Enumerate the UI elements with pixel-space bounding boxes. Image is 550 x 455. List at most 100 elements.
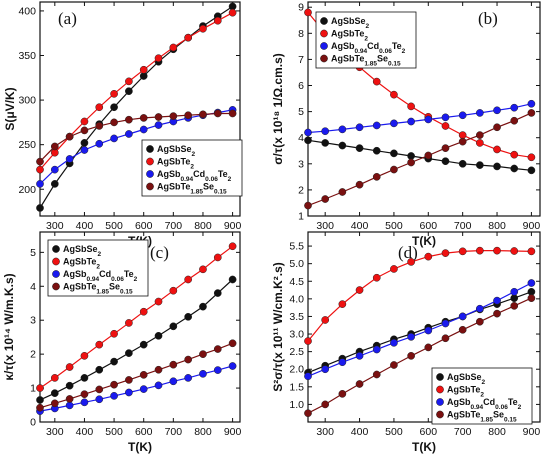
data-point (321, 195, 330, 203)
y-tick-label: 1.0 (289, 399, 304, 411)
legend-box (141, 139, 243, 197)
legend-marker (146, 182, 154, 191)
data-point (372, 273, 381, 282)
x-axis-label: T(K) (128, 440, 152, 454)
x-tick-label: 500 (105, 220, 123, 232)
data-point (139, 340, 148, 349)
series-3 (304, 294, 536, 418)
data-point (355, 286, 364, 294)
series-3 (36, 339, 237, 412)
data-point (355, 144, 364, 152)
data-point (228, 109, 237, 118)
data-point (80, 117, 89, 126)
x-tick-label: 400 (351, 426, 369, 438)
y-tick-label: 5 (298, 106, 304, 118)
data-point (372, 345, 381, 354)
data-point (527, 279, 536, 287)
data-point (228, 339, 237, 348)
data-point (321, 127, 330, 136)
data-point (458, 247, 467, 256)
data-point (139, 370, 148, 379)
x-tick-label: 800 (488, 220, 506, 232)
panel-c: 300 400 500 600 700 800 900 0 1 2 3 4 5 T(K) κ/τ(x 10¹… (2, 231, 242, 454)
data-point (139, 114, 148, 122)
data-point (228, 275, 237, 284)
data-point (95, 385, 104, 394)
data-point (338, 125, 347, 134)
data-point (338, 358, 347, 367)
panel-label: (c) (150, 243, 169, 262)
y-tick-label: 5.0 (289, 258, 304, 270)
y-axis-label: S(μV/K) (3, 87, 17, 130)
data-point (493, 246, 501, 255)
data-point (390, 90, 398, 99)
data-point (304, 8, 312, 17)
x-tick-label: 700 (454, 220, 472, 232)
x-tick-label: 900 (523, 426, 541, 438)
data-point (476, 139, 484, 147)
data-point (125, 319, 133, 327)
legend-marker (146, 170, 154, 178)
y-tick-label: 9 (298, 2, 304, 14)
legend-entry: AgSbTe1.85Se0.15 (447, 410, 517, 424)
data-point (199, 110, 207, 119)
legend-entry: AgSbSe2 (447, 372, 486, 386)
data-point (321, 316, 330, 324)
y-tick-label: 1.5 (289, 381, 304, 393)
data-point (95, 139, 104, 148)
y-tick-label: 5.5 (289, 241, 304, 253)
data-point (510, 247, 519, 255)
data-point (36, 384, 44, 392)
data-point (493, 162, 501, 171)
data-point (390, 338, 398, 347)
data-point (304, 136, 312, 145)
data-point (372, 173, 381, 181)
y-tick-label: 2.5 (289, 346, 304, 358)
data-point (390, 361, 398, 369)
x-tick-label: 400 (351, 220, 369, 232)
data-point (458, 131, 467, 139)
data-point (441, 157, 450, 166)
plot-frame (307, 231, 541, 423)
data-point (493, 145, 501, 154)
data-point (476, 304, 484, 313)
legend-marker (52, 270, 60, 278)
data-point (407, 333, 415, 341)
data-point (527, 166, 536, 175)
data-point (458, 325, 467, 334)
data-point (441, 249, 450, 257)
data-point (228, 362, 237, 370)
y-tick-label: 3.5 (289, 311, 304, 323)
y-tick-label: 7 (298, 54, 304, 66)
series-2 (304, 279, 536, 381)
series-0 (304, 136, 536, 175)
data-point (80, 351, 89, 360)
data-point (390, 265, 398, 273)
data-point (476, 131, 484, 139)
data-point (441, 319, 450, 328)
data-point (424, 151, 433, 160)
plot-frame (307, 1, 541, 217)
data-point (154, 381, 163, 390)
panel-label: (d) (398, 243, 418, 262)
data-point (95, 365, 104, 374)
data-point (407, 258, 415, 266)
data-point (184, 374, 192, 382)
x-tick-label: 500 (385, 220, 403, 232)
data-point (510, 164, 519, 173)
data-point (50, 142, 59, 151)
data-point (110, 103, 118, 112)
y-tick-label: 350 (18, 50, 36, 62)
data-point (154, 54, 163, 63)
data-point (80, 126, 89, 135)
data-point (441, 122, 450, 130)
data-point (321, 365, 330, 374)
data-point (80, 146, 89, 154)
data-point (36, 157, 44, 166)
legend-marker (436, 385, 444, 394)
data-point (372, 146, 381, 155)
y-tick-label: 3.0 (289, 329, 304, 341)
data-point (65, 155, 74, 163)
data-point (304, 337, 312, 345)
